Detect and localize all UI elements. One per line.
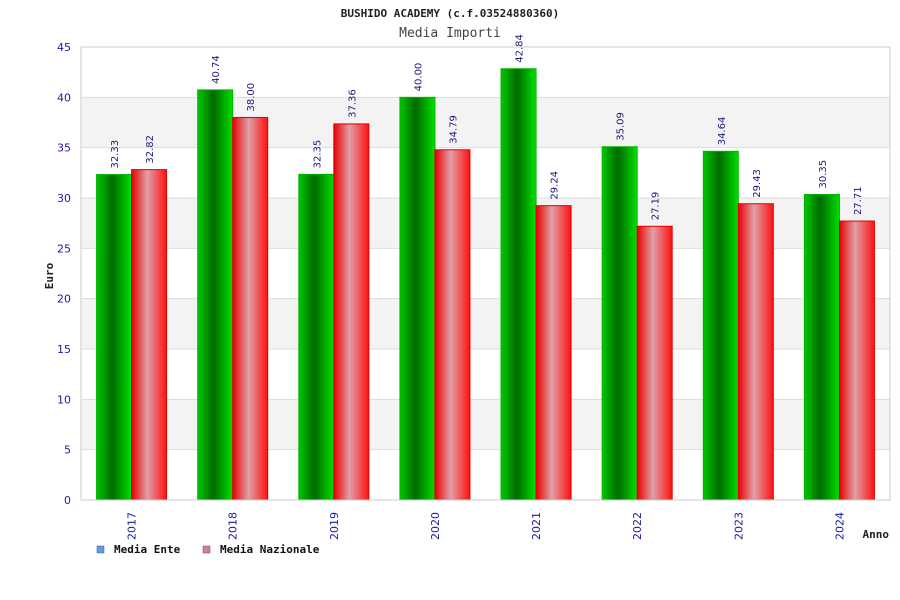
data-label: 42.84 (515, 34, 526, 63)
x-tick-label: 2023 (732, 512, 745, 540)
data-label: 27.19 (651, 192, 662, 221)
data-label: 32.35 (312, 140, 323, 169)
y-axis-ticks: 0 5 10 15 20 25 30 35 40 45 (57, 41, 71, 507)
y-tick-label: 25 (57, 242, 71, 255)
y-tick-label: 10 (57, 393, 71, 406)
data-label: 32.33 (110, 140, 121, 169)
bar-media-ente (197, 89, 234, 501)
chart-subtitle: Media Importi (399, 26, 501, 41)
legend-swatch-media-ente (96, 545, 105, 554)
y-axis-label: Euro (43, 262, 56, 289)
plot-frame (80, 46, 891, 501)
chart-title: BUSHIDO ACADEMY (c.f.03524880360) (341, 7, 560, 20)
x-tick-label: 2018 (227, 512, 240, 540)
legend: Media Ente Media Nazionale (96, 543, 320, 556)
y-tick-label: 20 (57, 293, 71, 306)
data-label: 32.82 (145, 135, 156, 164)
y-tick-label: 35 (57, 142, 71, 155)
x-tick-label: 2020 (429, 512, 442, 540)
bar-media-ente (500, 68, 537, 501)
x-axis-ticks: 2017 2018 2019 2020 2021 2022 2023 2024 (126, 512, 847, 540)
legend-label-media-ente: Media Ente (114, 543, 181, 556)
data-label: 29.24 (550, 171, 561, 200)
x-tick-label: 2022 (631, 512, 644, 540)
y-tick-label: 5 (64, 444, 71, 457)
bar-media-nazionale (333, 123, 370, 501)
bar-media-nazionale (737, 203, 774, 501)
bar-media-ente (298, 173, 335, 501)
y-tick-label: 0 (64, 494, 71, 507)
y-tick-label: 45 (57, 41, 71, 54)
bar-media-nazionale (838, 220, 875, 501)
data-label: 34.79 (448, 115, 459, 144)
data-label: 30.35 (818, 160, 829, 189)
data-label: 27.71 (853, 186, 864, 215)
y-tick-label: 15 (57, 343, 71, 356)
data-label: 37.36 (347, 89, 358, 118)
data-labels: 32.33 32.82 40.74 38.00 32.35 37.36 40.00 34.79… (110, 34, 864, 220)
data-label: 40.00 (413, 63, 424, 92)
bar-media-ente (601, 146, 638, 501)
bar-media-nazionale (434, 149, 471, 501)
legend-swatch-media-nazionale (202, 545, 211, 554)
x-tick-label: 2019 (328, 512, 341, 540)
data-label: 35.09 (616, 112, 627, 141)
data-label: 40.74 (211, 55, 222, 84)
bar-media-ente (803, 193, 840, 501)
bars (96, 68, 875, 501)
bar-media-ente (702, 150, 739, 501)
x-axis-label: Anno (863, 528, 890, 541)
data-label: 38.00 (246, 83, 257, 112)
x-tick-label: 2021 (530, 512, 543, 540)
legend-label-media-nazionale: Media Nazionale (220, 543, 320, 556)
y-tick-label: 30 (57, 192, 71, 205)
bar-media-nazionale (232, 116, 269, 501)
bar-media-nazionale (131, 169, 168, 501)
x-tick-label: 2017 (126, 512, 139, 540)
bar-media-ente (399, 96, 436, 501)
y-tick-label: 40 (57, 91, 71, 104)
x-tick-label: 2024 (833, 512, 846, 540)
bar-media-ente (96, 174, 133, 501)
bar-media-nazionale (636, 225, 673, 501)
data-label: 29.43 (752, 169, 763, 198)
data-label: 34.64 (717, 117, 728, 146)
bar-media-nazionale (535, 205, 572, 501)
